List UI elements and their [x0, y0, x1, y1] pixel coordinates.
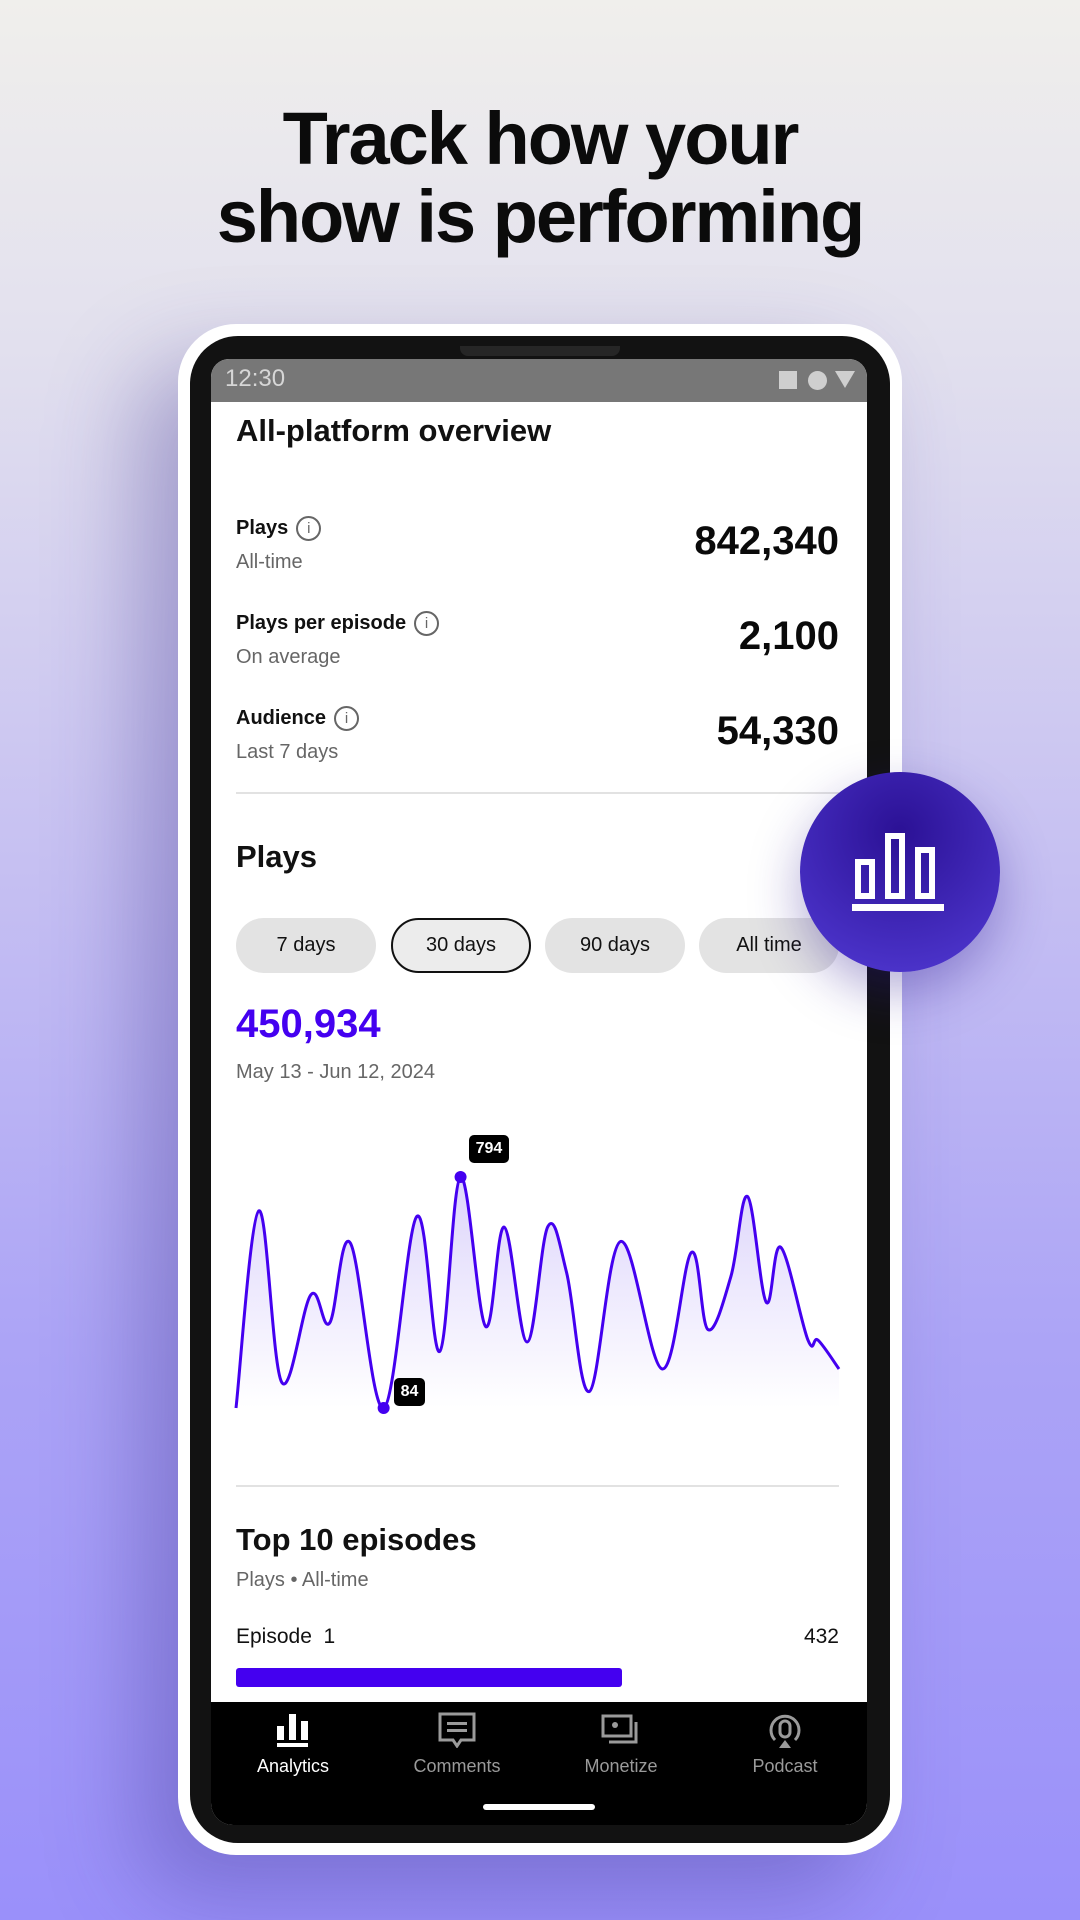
analytics-badge: [800, 772, 1000, 972]
bar-chart-icon: [852, 833, 944, 911]
square-icon: [779, 371, 797, 389]
range-chip-90-days[interactable]: 90 days: [545, 918, 685, 973]
episode-bar: [236, 1668, 622, 1687]
plays-chart: [234, 1171, 841, 1414]
min-point: [377, 1402, 390, 1414]
headline-line-2: show is performing: [216, 175, 866, 258]
nav-podcast[interactable]: Podcast: [703, 1712, 867, 1777]
info-icon[interactable]: i: [414, 611, 440, 636]
min-tooltip: 84: [393, 1378, 426, 1406]
info-icon[interactable]: i: [296, 516, 322, 541]
episode-name[interactable]: Episode 1: [236, 1625, 336, 1648]
money-icon: [601, 1714, 638, 1744]
plays-title: Plays: [236, 839, 318, 874]
triangle-icon: [835, 371, 855, 388]
phone-screen: 12:30 All-platform overview Plays i All-t…: [211, 359, 867, 1825]
range-chip-30-days[interactable]: 30 days: [391, 918, 531, 973]
range-chip-7-days[interactable]: 7 days: [236, 918, 376, 973]
bottom-nav: Analytics Comments Monetize Podcast: [211, 1702, 867, 1825]
stat-label-plays: Plays i: [236, 516, 322, 541]
nav-label: Comments: [413, 1756, 501, 1776]
podcast-icon: [769, 1714, 801, 1748]
status-bar: 12:30: [211, 359, 867, 402]
divider: [236, 792, 839, 794]
info-icon[interactable]: i: [334, 706, 360, 731]
top-episodes-title: Top 10 episodes: [236, 1522, 477, 1557]
headline-line-1: Track how your: [282, 97, 800, 180]
nav-label: Analytics: [256, 1756, 330, 1776]
divider: [236, 1485, 839, 1487]
home-indicator[interactable]: [483, 1804, 595, 1810]
episode-value: 432: [803, 1625, 839, 1648]
stat-sublabel: Last 7 days: [236, 741, 339, 763]
nav-monetize[interactable]: Monetize: [539, 1712, 703, 1777]
stat-sublabel: All-time: [236, 551, 303, 573]
headline: Track how your show is performing: [0, 100, 1080, 256]
overview-title: All-platform overview: [236, 413, 552, 448]
nav-comments[interactable]: Comments: [375, 1712, 539, 1777]
comment-icon: [438, 1712, 476, 1748]
stat-sublabel: On average: [236, 646, 341, 668]
max-tooltip: 794: [468, 1135, 510, 1163]
stat-value-audience: 54,330: [716, 709, 839, 753]
status-time: 12:30: [225, 365, 286, 392]
bar-chart-icon: [277, 1714, 308, 1747]
nav-label: Monetize: [584, 1756, 658, 1776]
stat-value-plays: 842,340: [694, 519, 839, 563]
stat-value-plays-per-episode: 2,100: [738, 614, 839, 658]
stat-label: Plays per episode: [236, 612, 407, 634]
date-range: May 13 - Jun 12, 2024: [236, 1061, 436, 1083]
stat-label-plays-per-episode: Plays per episode i: [236, 611, 440, 636]
nav-label: Podcast: [752, 1756, 818, 1776]
circle-icon: [808, 371, 827, 390]
stat-label: Audience: [236, 707, 327, 729]
stat-label: Plays: [236, 517, 289, 539]
nav-analytics[interactable]: Analytics: [211, 1712, 375, 1777]
plays-total: 450,934: [236, 1002, 381, 1046]
max-point: [454, 1171, 467, 1183]
top-episodes-subtitle: Plays • All-time: [236, 1569, 369, 1591]
chart-line: [234, 1175, 841, 1410]
stat-label-audience: Audience i: [236, 706, 360, 731]
